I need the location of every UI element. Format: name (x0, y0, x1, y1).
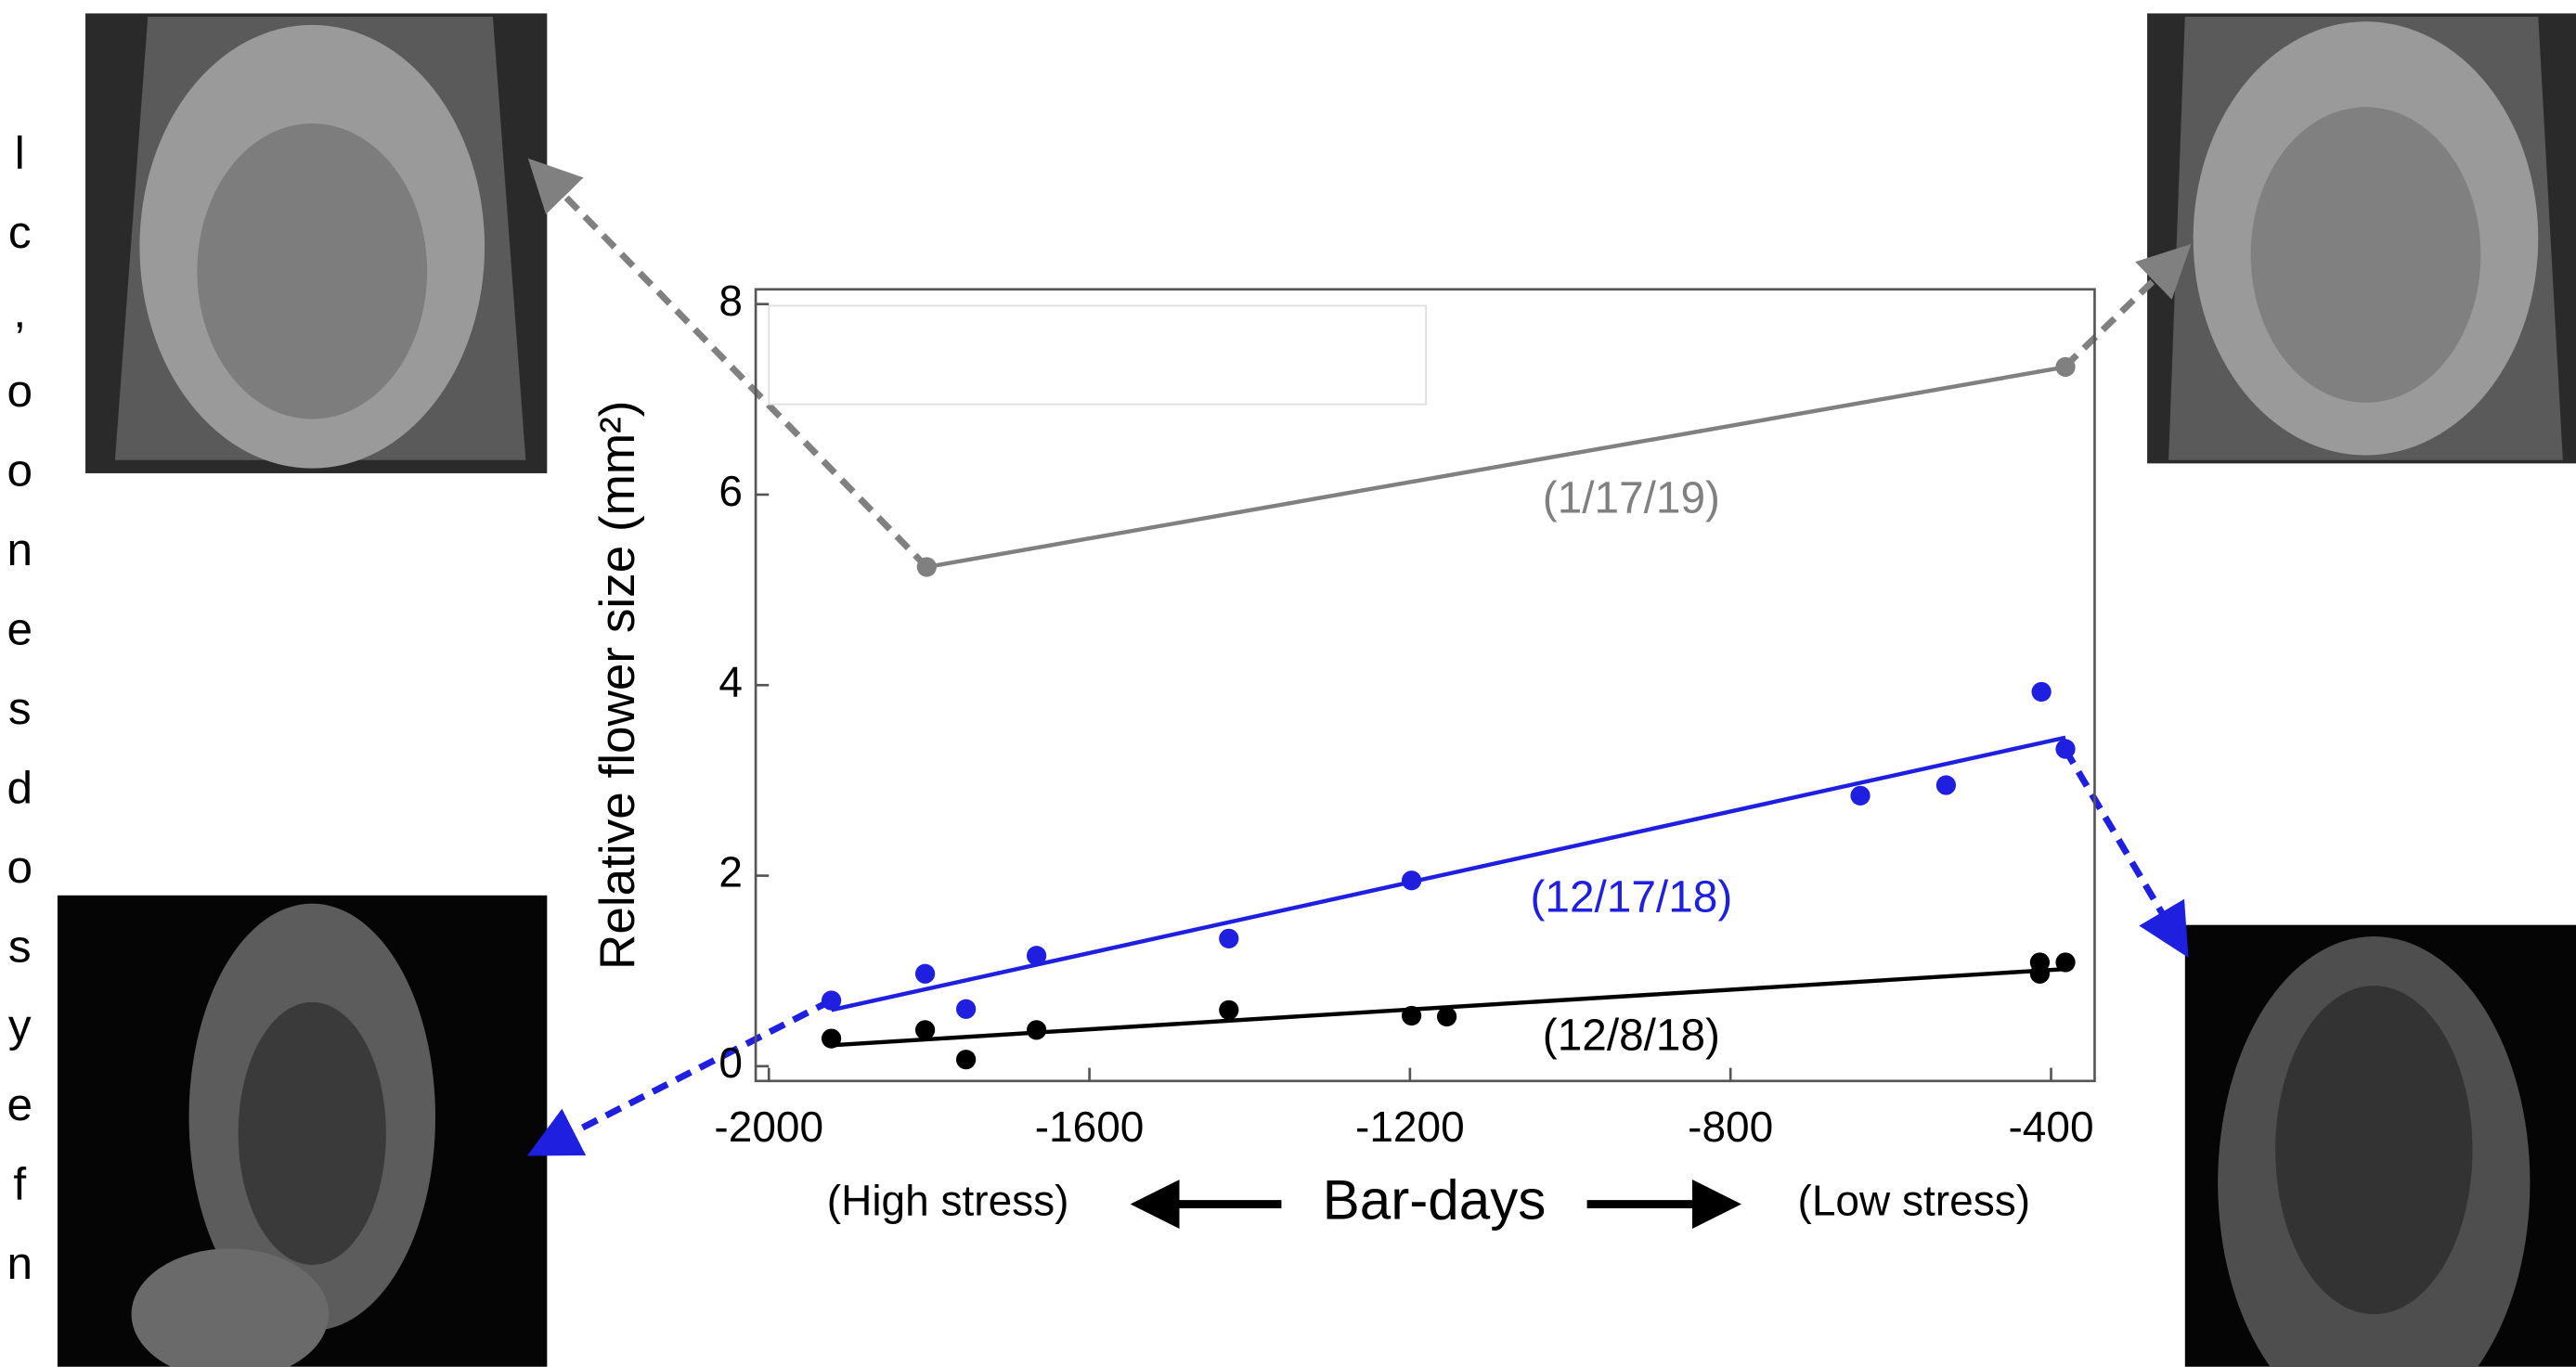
point (914, 963, 936, 984)
series-label: (12/17/18) (1531, 873, 1733, 922)
fit-line (831, 735, 2066, 1012)
point (1401, 870, 1422, 891)
point (1026, 1020, 1047, 1040)
x-tick-label: -800 (1688, 1103, 1773, 1151)
y-tick-label: 8 (718, 277, 743, 325)
text-fragment: l (15, 126, 25, 178)
text-fragment: y (8, 999, 32, 1051)
point (1436, 1006, 1457, 1027)
point (1850, 785, 1871, 806)
text-fragment: n (6, 523, 32, 575)
callout-arrow (2063, 243, 2192, 369)
series-label: (1/17/19) (1543, 474, 1720, 523)
text-fragment: o (6, 365, 32, 417)
x-axis-title: Bar-days (1323, 1168, 1547, 1231)
text-fragment: f (13, 1158, 26, 1210)
point (955, 1050, 977, 1070)
text-fragment: n (6, 1237, 32, 1289)
text-fragment: e (6, 602, 32, 654)
callout-arrow (2062, 747, 2189, 958)
text-fragment: s (8, 920, 32, 972)
text-fragment: , (13, 285, 26, 337)
x-tick-label: -400 (2008, 1103, 2093, 1151)
x-axis-note-right: (Low stress) (1798, 1177, 2030, 1225)
text-fragment: s (8, 682, 32, 734)
y-tick-label: 4 (718, 657, 743, 705)
point (2055, 952, 2076, 973)
point (916, 557, 937, 577)
text-fragment: d (6, 761, 32, 813)
text-fragment: e (6, 1078, 32, 1130)
text-fragment: o (6, 444, 32, 496)
point (821, 1028, 842, 1049)
image-bottom-left (57, 895, 548, 1367)
point (914, 1020, 936, 1040)
point (1401, 1005, 1422, 1026)
y-tick-label: 6 (718, 467, 743, 515)
y-tick-label: 2 (718, 848, 743, 896)
y-axis-title: Relative flower size (mm²) (590, 401, 645, 970)
legend-box (768, 304, 1428, 406)
x-tick-label: -2000 (714, 1103, 823, 1151)
point (955, 999, 977, 1019)
series-label: (12/8/18) (1543, 1011, 1720, 1060)
point (1219, 999, 1239, 1020)
point (1935, 775, 1957, 795)
point (2055, 739, 2076, 759)
x-tick-label: -1200 (1355, 1103, 1465, 1151)
y-tick-label: 0 (718, 1038, 743, 1087)
text-fragment: o (6, 841, 32, 893)
point (821, 990, 842, 1011)
callout-arrow (527, 158, 929, 570)
point (1219, 928, 1239, 948)
point (2055, 356, 2076, 378)
plot-frame (754, 288, 2096, 1083)
image-top-right (2147, 13, 2576, 464)
x-tick-label: -1600 (1035, 1103, 1145, 1151)
text-fragment: c (8, 206, 32, 258)
series-line (926, 365, 2066, 570)
point (1026, 946, 1047, 966)
point (2031, 681, 2052, 703)
image-bottom-right (2184, 924, 2576, 1367)
callout-arrow (526, 997, 834, 1156)
image-top-left (85, 13, 548, 473)
point (2029, 963, 2051, 984)
x-axis-note-left: (High stress) (827, 1177, 1069, 1225)
